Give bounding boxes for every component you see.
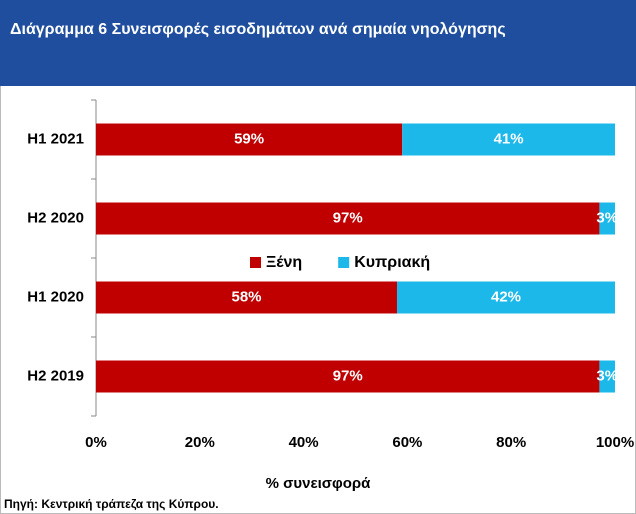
x-tick-label: 40% (289, 434, 319, 451)
legend-swatch (338, 257, 350, 268)
bar-segment (402, 123, 615, 156)
value-label: 97% (333, 367, 363, 384)
value-label: 41% (494, 130, 524, 147)
source-note: Πηγή: Κεντρική τράπεζα της Κύπρου. (4, 497, 219, 511)
bar-segment (96, 360, 600, 393)
title-banner (0, 0, 636, 86)
bar-segment (96, 123, 403, 156)
y-tick-label: H2 2019 (27, 367, 84, 384)
bar-segment (96, 202, 600, 235)
legend-label: Ξένη (266, 254, 302, 271)
x-tick-label: 20% (185, 434, 215, 451)
bar-segment (96, 281, 398, 314)
value-label: 58% (231, 288, 261, 305)
bar-segment (599, 360, 615, 393)
value-label: 3% (596, 209, 618, 226)
value-label: 59% (234, 130, 264, 147)
legend-label: Κυπριακή (354, 254, 430, 271)
y-tick-label: H1 2020 (27, 288, 84, 305)
x-tick-label: 0% (85, 434, 107, 451)
y-tick-label: H2 2020 (27, 209, 84, 226)
x-tick-label: 80% (496, 434, 526, 451)
x-tick-label: 60% (392, 434, 422, 451)
bar-segment (599, 202, 615, 235)
value-label: 3% (596, 367, 618, 384)
value-label: 42% (491, 288, 521, 305)
y-tick-label: H1 2021 (27, 130, 84, 147)
x-tick-label: 100% (596, 434, 634, 451)
legend-swatch (250, 257, 261, 268)
value-label: 97% (333, 209, 363, 226)
x-axis-label: % συνεισφορά (266, 475, 372, 492)
bar-segment (397, 281, 615, 314)
chart-title: Διάγραμμα 6 Συνεισφορές εισοδημάτων ανά … (10, 21, 506, 38)
